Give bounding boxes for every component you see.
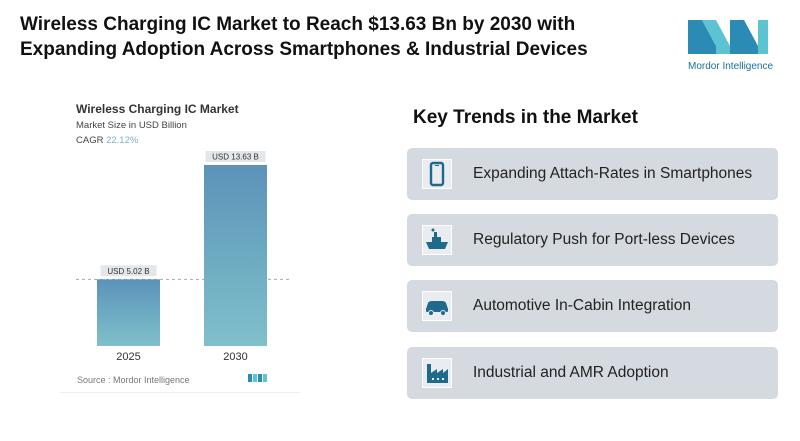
bar-2030 xyxy=(204,165,267,346)
bar-chart: USD 5.02 B 2025 USD 13.63 B 2030 xyxy=(76,151,292,382)
cagr: CAGR 22.12% xyxy=(76,135,138,146)
trend-card: Expanding Attach-Rates in Smartphones xyxy=(407,148,778,200)
trend-label: Automotive In-Cabin Integration xyxy=(473,297,691,314)
smartphone-icon xyxy=(422,159,452,189)
data-label-bg xyxy=(205,151,266,162)
data-label: USD 5.02 B xyxy=(107,267,149,276)
trend-label: Industrial and AMR Adoption xyxy=(473,364,669,381)
data-label-bg xyxy=(100,265,157,277)
trend-label: Expanding Attach-Rates in Smartphones xyxy=(473,165,753,182)
source-logo-icon xyxy=(248,374,267,382)
trend-card: Regulatory Push for Port-less Devices xyxy=(407,214,778,266)
trend-card: Industrial and AMR Adoption xyxy=(407,347,778,399)
trend-card: Automotive In-Cabin Integration xyxy=(407,280,778,332)
chart-subtitle: Market Size in USD Billion xyxy=(76,120,187,131)
x-tick-label: 2025 xyxy=(116,351,140,363)
logo-text: Mordor Intelligence xyxy=(688,61,774,72)
chart-title: Wireless Charging IC Market xyxy=(76,102,239,116)
trends-heading: Key Trends in the Market xyxy=(413,107,638,128)
cagr-value: 22.12% xyxy=(106,135,139,146)
chart-card: Wireless Charging IC Market Market Size … xyxy=(60,95,300,393)
ship-icon xyxy=(422,225,452,255)
mordor-logo: Mordor Intelligence xyxy=(688,16,774,72)
car-icon xyxy=(422,291,452,321)
mordor-logo-icon xyxy=(688,20,768,54)
bar-2025 xyxy=(97,279,160,346)
chart-source: Source : Mordor Intelligence xyxy=(77,375,190,385)
data-label: USD 13.63 B xyxy=(212,153,259,162)
x-tick-label: 2030 xyxy=(223,351,247,363)
factory-icon xyxy=(422,358,452,388)
trend-label: Regulatory Push for Port-less Devices xyxy=(473,231,735,248)
page-title: Wireless Charging IC Market to Reach $13… xyxy=(20,14,588,60)
cagr-label: CAGR xyxy=(76,135,104,146)
